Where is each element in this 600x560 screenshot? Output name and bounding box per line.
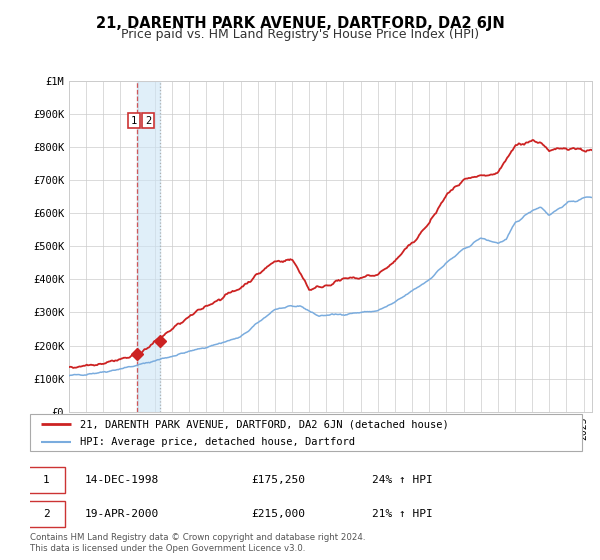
Text: 1: 1 <box>43 475 49 485</box>
FancyBboxPatch shape <box>27 467 65 493</box>
Text: 21, DARENTH PARK AVENUE, DARTFORD, DA2 6JN (detached house): 21, DARENTH PARK AVENUE, DARTFORD, DA2 6… <box>80 419 448 429</box>
FancyBboxPatch shape <box>30 414 582 451</box>
Text: 1: 1 <box>131 116 137 126</box>
Text: 14-DEC-1998: 14-DEC-1998 <box>85 475 160 485</box>
Text: 19-APR-2000: 19-APR-2000 <box>85 509 160 519</box>
Text: Price paid vs. HM Land Registry's House Price Index (HPI): Price paid vs. HM Land Registry's House … <box>121 28 479 41</box>
Text: 2: 2 <box>43 509 49 519</box>
Bar <box>137 81 160 412</box>
FancyBboxPatch shape <box>27 501 65 527</box>
Text: 2: 2 <box>145 116 151 126</box>
Text: £175,250: £175,250 <box>251 475 305 485</box>
Text: 21% ↑ HPI: 21% ↑ HPI <box>372 509 433 519</box>
Text: £215,000: £215,000 <box>251 509 305 519</box>
Text: 24% ↑ HPI: 24% ↑ HPI <box>372 475 433 485</box>
Text: HPI: Average price, detached house, Dartford: HPI: Average price, detached house, Dart… <box>80 437 355 447</box>
Text: 21, DARENTH PARK AVENUE, DARTFORD, DA2 6JN: 21, DARENTH PARK AVENUE, DARTFORD, DA2 6… <box>95 16 505 31</box>
Text: Contains HM Land Registry data © Crown copyright and database right 2024.
This d: Contains HM Land Registry data © Crown c… <box>30 533 365 553</box>
